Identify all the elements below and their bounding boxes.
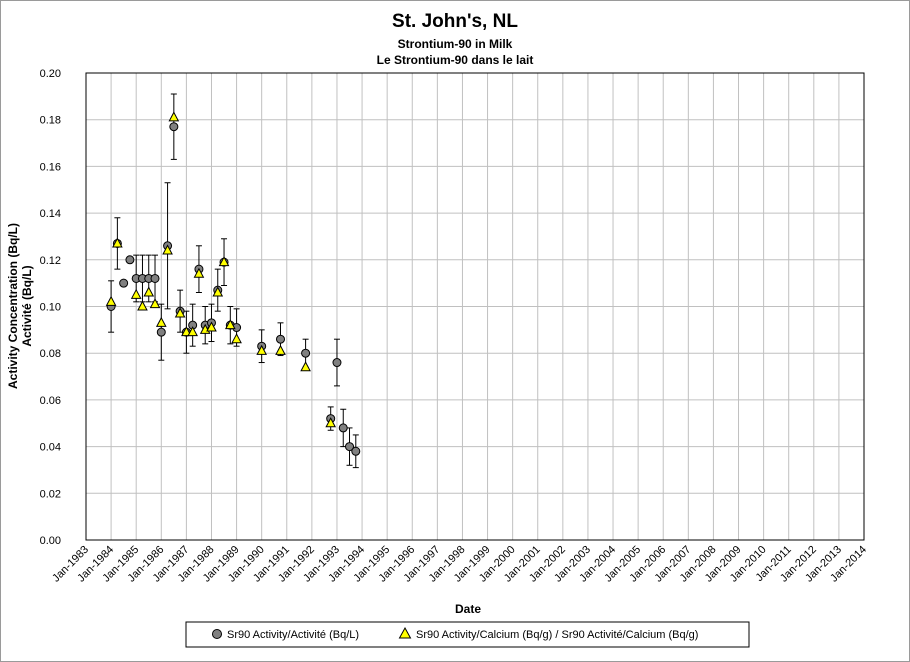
calcium-point (212, 286, 224, 297)
activity-point (169, 122, 179, 132)
activity-point (119, 278, 129, 288)
y-tick-label: 0.16 (40, 161, 61, 173)
y-tick-label: 0.04 (40, 442, 61, 454)
activity-point (276, 334, 285, 344)
y-tick-label: 0.14 (40, 208, 61, 220)
calcium-point (224, 319, 236, 330)
activity-point (301, 348, 311, 358)
activity-point (351, 446, 361, 456)
data-points (105, 111, 361, 456)
plot-border (85, 72, 865, 541)
x-axis-label: Date (455, 602, 481, 616)
calcium-point (149, 298, 161, 309)
calcium-point (218, 256, 230, 267)
y-tick-label: 0.00 (40, 535, 61, 547)
calcium-point (275, 344, 286, 355)
x-tick-labels: Jan-1983Jan-1984Jan-1985Jan-1986Jan-1987… (50, 544, 869, 585)
chart-title: St. John's, NL (392, 11, 518, 32)
calcium-point (231, 333, 242, 344)
activity-point (345, 442, 355, 452)
activity-point (156, 327, 166, 337)
y-tick-label: 0.18 (40, 115, 61, 127)
y-tick-label: 0.10 (40, 302, 61, 314)
legend-box (185, 621, 750, 648)
legend-label-activity: Sr90 Activity/Activité (Bq/L) (227, 629, 359, 641)
chart-subtitle-en: Strontium-90 in Milk (398, 37, 513, 51)
calcium-point (105, 295, 117, 306)
calcium-point (168, 111, 180, 122)
calcium-point (206, 321, 217, 332)
calcium-point (137, 300, 148, 311)
y-tick-labels: 0.00 0.02 0.04 0.06 0.08 0.10 0.12 0.14 0.16 0.18… (40, 68, 61, 547)
calcium-point (193, 267, 205, 278)
activity-point (125, 255, 135, 265)
calcium-point (130, 288, 142, 299)
y-tick-label: 0.12 (40, 255, 61, 267)
legend-label-calcium: Sr90 Activity/Calcium (Bq/g) / Sr90 Acti… (416, 629, 698, 641)
calcium-point (187, 326, 198, 337)
y-axis-label-2: Activité (Bq/L) (20, 265, 34, 346)
legend-marker-calcium (398, 626, 412, 639)
legend: Sr90 Activity/Activité (Bq/L) Sr90 Activ… (185, 621, 750, 648)
chart-subtitle-fr: Le Strontium-90 dans le lait (377, 53, 534, 67)
calcium-point (325, 417, 337, 428)
calcium-point (174, 307, 186, 318)
y-axis-label-1: Activity Concentration (Bq/L) (6, 223, 20, 389)
activity-point (332, 358, 342, 368)
calcium-point (181, 326, 192, 337)
activity-point (338, 423, 348, 433)
calcium-point (112, 237, 123, 248)
y-tick-label: 0.06 (40, 395, 61, 407)
y-tick-label: 0.08 (40, 348, 61, 360)
legend-marker-activity (212, 629, 222, 639)
grid (85, 72, 865, 541)
calcium-point (143, 286, 155, 297)
y-tick-label: 0.02 (40, 488, 61, 500)
calcium-point (300, 361, 311, 372)
activity-point (150, 273, 160, 283)
calcium-point (162, 244, 173, 255)
calcium-point (256, 344, 268, 355)
y-tick-label: 0.20 (40, 68, 61, 80)
calcium-point (155, 316, 167, 327)
